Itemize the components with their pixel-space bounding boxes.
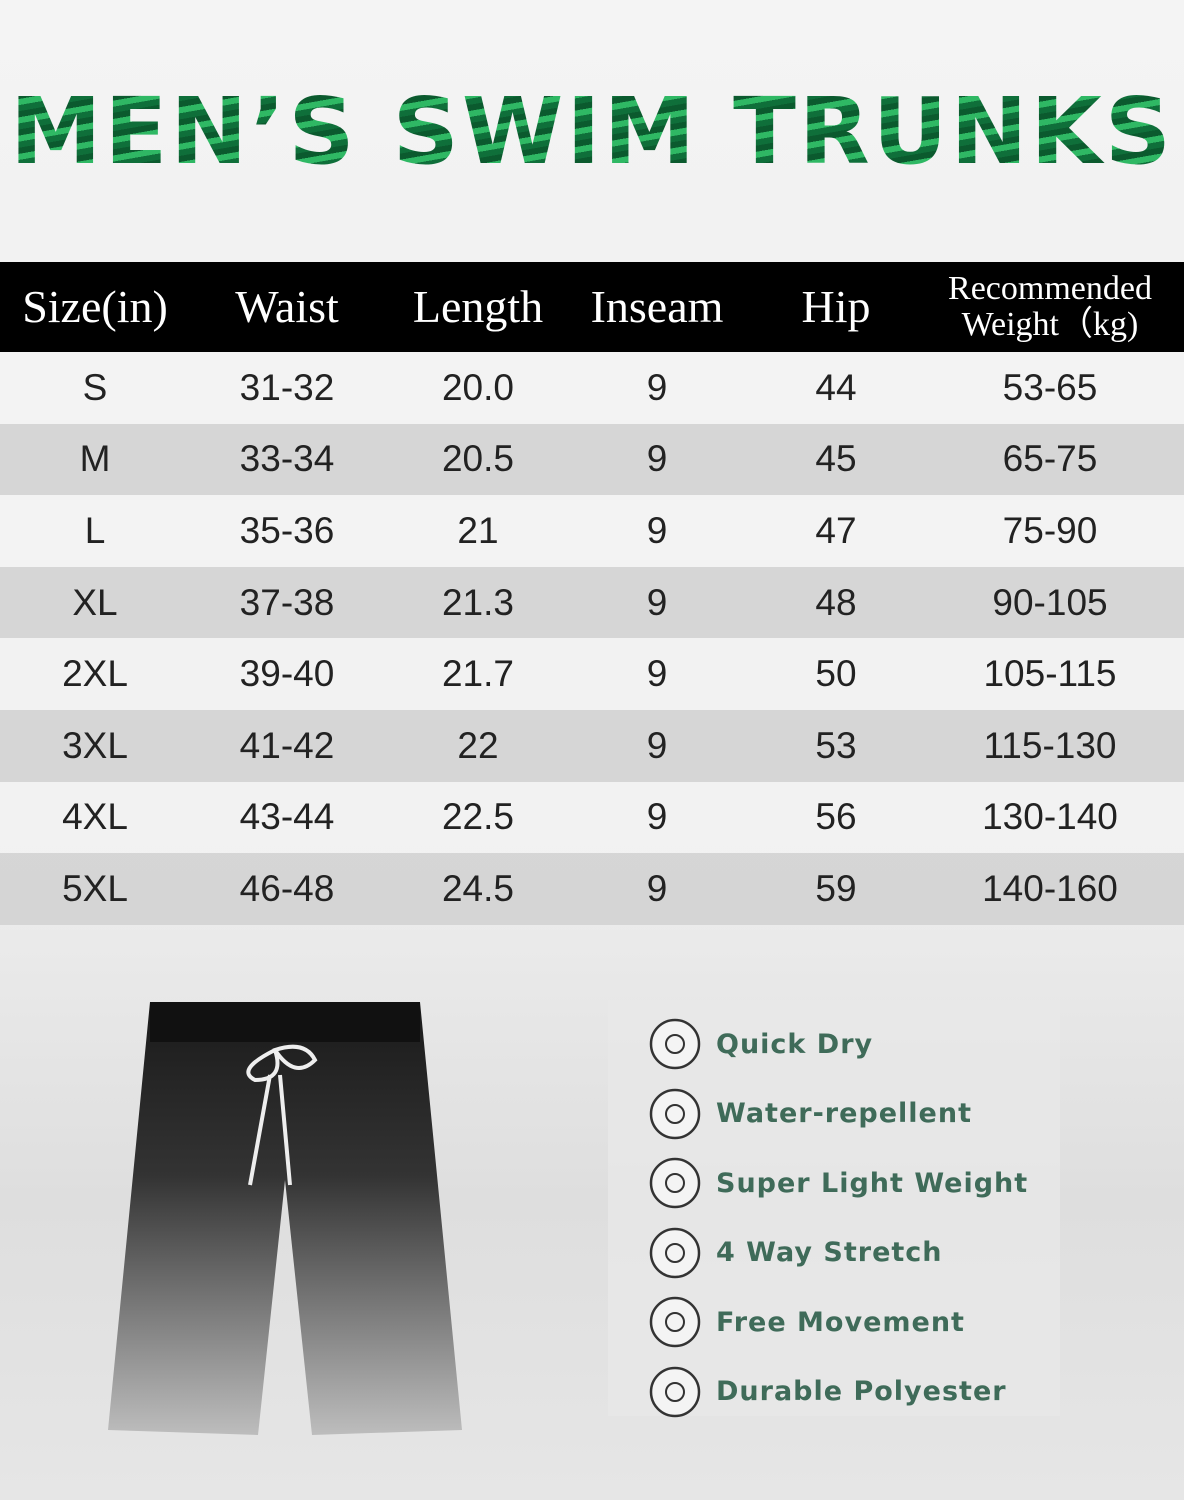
table-cell: 31-32	[239, 366, 335, 408]
table-cell: 45	[815, 438, 857, 480]
table-cell: 21.3	[441, 581, 514, 623]
table-cell: 53-65	[1002, 366, 1098, 408]
column-header: Hip	[801, 281, 871, 332]
table-cell: 9	[646, 366, 668, 408]
feature-label: Durable Polyester	[716, 1376, 1007, 1407]
table-cell: 9	[646, 653, 668, 695]
table-cell: 9	[646, 724, 668, 766]
table-cell: 59	[815, 867, 857, 909]
table-cell: 56	[815, 796, 857, 838]
feature-item: Water-repellent	[648, 1086, 972, 1142]
table-row: M 33-34 20.5 9 45 65-75	[0, 423, 1184, 496]
table-cell: 20.5	[441, 438, 514, 480]
table-cell: 53	[815, 724, 857, 766]
feature-item: Free Movement	[648, 1294, 965, 1350]
table-row: 2XL 39-40 21.7 9 50 105-115	[0, 638, 1184, 710]
column-header: Waist	[235, 281, 339, 332]
table-cell: 2XL	[62, 653, 128, 695]
feature-item: Durable Polyester	[648, 1364, 1007, 1420]
table-cell: 22.5	[441, 796, 514, 838]
table-cell: 37-38	[239, 581, 335, 623]
table-cell: 75-90	[1002, 509, 1098, 551]
table-cell: 43-44	[239, 796, 335, 838]
feature-icon	[649, 1088, 701, 1139]
table-cell: 130-140	[982, 796, 1118, 838]
feature-label: Free Movement	[716, 1306, 965, 1338]
table-cell: M	[79, 438, 111, 480]
feature-label: Quick Dry	[716, 1028, 874, 1060]
table-cell: 105-115	[983, 653, 1117, 695]
table-cell: 48	[815, 581, 857, 623]
column-header: Size(in)	[22, 281, 168, 332]
feature-label: Super Light Weight	[716, 1167, 1029, 1199]
table-cell: 9	[646, 581, 668, 623]
column-header: Length	[412, 281, 544, 332]
table-cell: 140-160	[982, 867, 1118, 909]
table-cell: 39-40	[239, 653, 335, 695]
table-cell: 47	[815, 509, 857, 551]
table-cell: 90-105	[992, 581, 1108, 623]
table-cell: 9	[646, 509, 668, 551]
table-cell: 9	[646, 867, 668, 909]
table-cell: 50	[815, 653, 857, 695]
feature-label: 4 Way Stretch	[716, 1237, 943, 1268]
table-cell: 20.0	[441, 366, 514, 408]
table-cell: 33-34	[239, 438, 335, 480]
feature-icon	[649, 1366, 701, 1417]
table-cell: 22	[457, 724, 499, 766]
drawstring	[246, 1044, 318, 1186]
table-cell: 46-48	[239, 867, 335, 909]
features-panel: Quick Dry Water-repellent Super Light Weig…	[608, 1000, 1060, 1417]
table-cell: L	[84, 509, 106, 551]
table-cell: 9	[646, 796, 668, 838]
shorts-body	[108, 1002, 462, 1435]
feature-icon	[649, 1157, 701, 1209]
waistband	[150, 1002, 420, 1042]
feature-item: Super Light Weight	[648, 1155, 1028, 1211]
table-cell: 115-130	[983, 724, 1117, 766]
table-cell: XL	[72, 581, 118, 623]
column-header: Inseam	[590, 281, 724, 332]
table-cell: 21	[457, 509, 499, 551]
feature-label: Water-repellent	[716, 1098, 972, 1129]
table-header: Size(in) Waist Length Inseam Hip Recommended …	[0, 262, 1184, 352]
feature-icon	[649, 1227, 701, 1278]
shorts-illustration	[108, 1002, 462, 1435]
feature-icon	[649, 1296, 701, 1348]
table-cell: 24.5	[441, 867, 514, 909]
feature-icon	[649, 1018, 701, 1070]
table-cell: 4XL	[62, 796, 128, 838]
table-row: 4XL 43-44 22.5 9 56 130-140	[0, 781, 1184, 854]
table-cell: 65-75	[1002, 438, 1098, 480]
table-row: S 31-32 20.0 9 44 53-65	[0, 352, 1184, 424]
table-cell: S	[82, 366, 108, 408]
feature-item: Quick Dry	[648, 1016, 873, 1072]
title: MEN’S SWIM TRUNKS	[0, 78, 1184, 185]
table-cell: 5XL	[62, 867, 128, 909]
column-header: Recommended Weight（kg)	[948, 270, 1152, 343]
table-row: 5XL 46-48 24.5 9 59 140-160	[0, 853, 1184, 925]
feature-item: 4 Way Stretch	[648, 1225, 943, 1281]
table-row: 3XL 41-42 22 9 53 115-130	[0, 710, 1184, 782]
table-cell: 44	[815, 366, 857, 408]
table-cell: 21.7	[441, 653, 514, 695]
table-cell: 9	[646, 438, 668, 480]
table-cell: 3XL	[62, 724, 128, 766]
table-cell: 35-36	[239, 509, 335, 551]
table-row: XL 37-38 21.3 9 48 90-105	[0, 566, 1184, 639]
table-row: L 35-36 21 9 47 75-90	[0, 495, 1184, 567]
table-cell: 41-42	[239, 724, 335, 766]
